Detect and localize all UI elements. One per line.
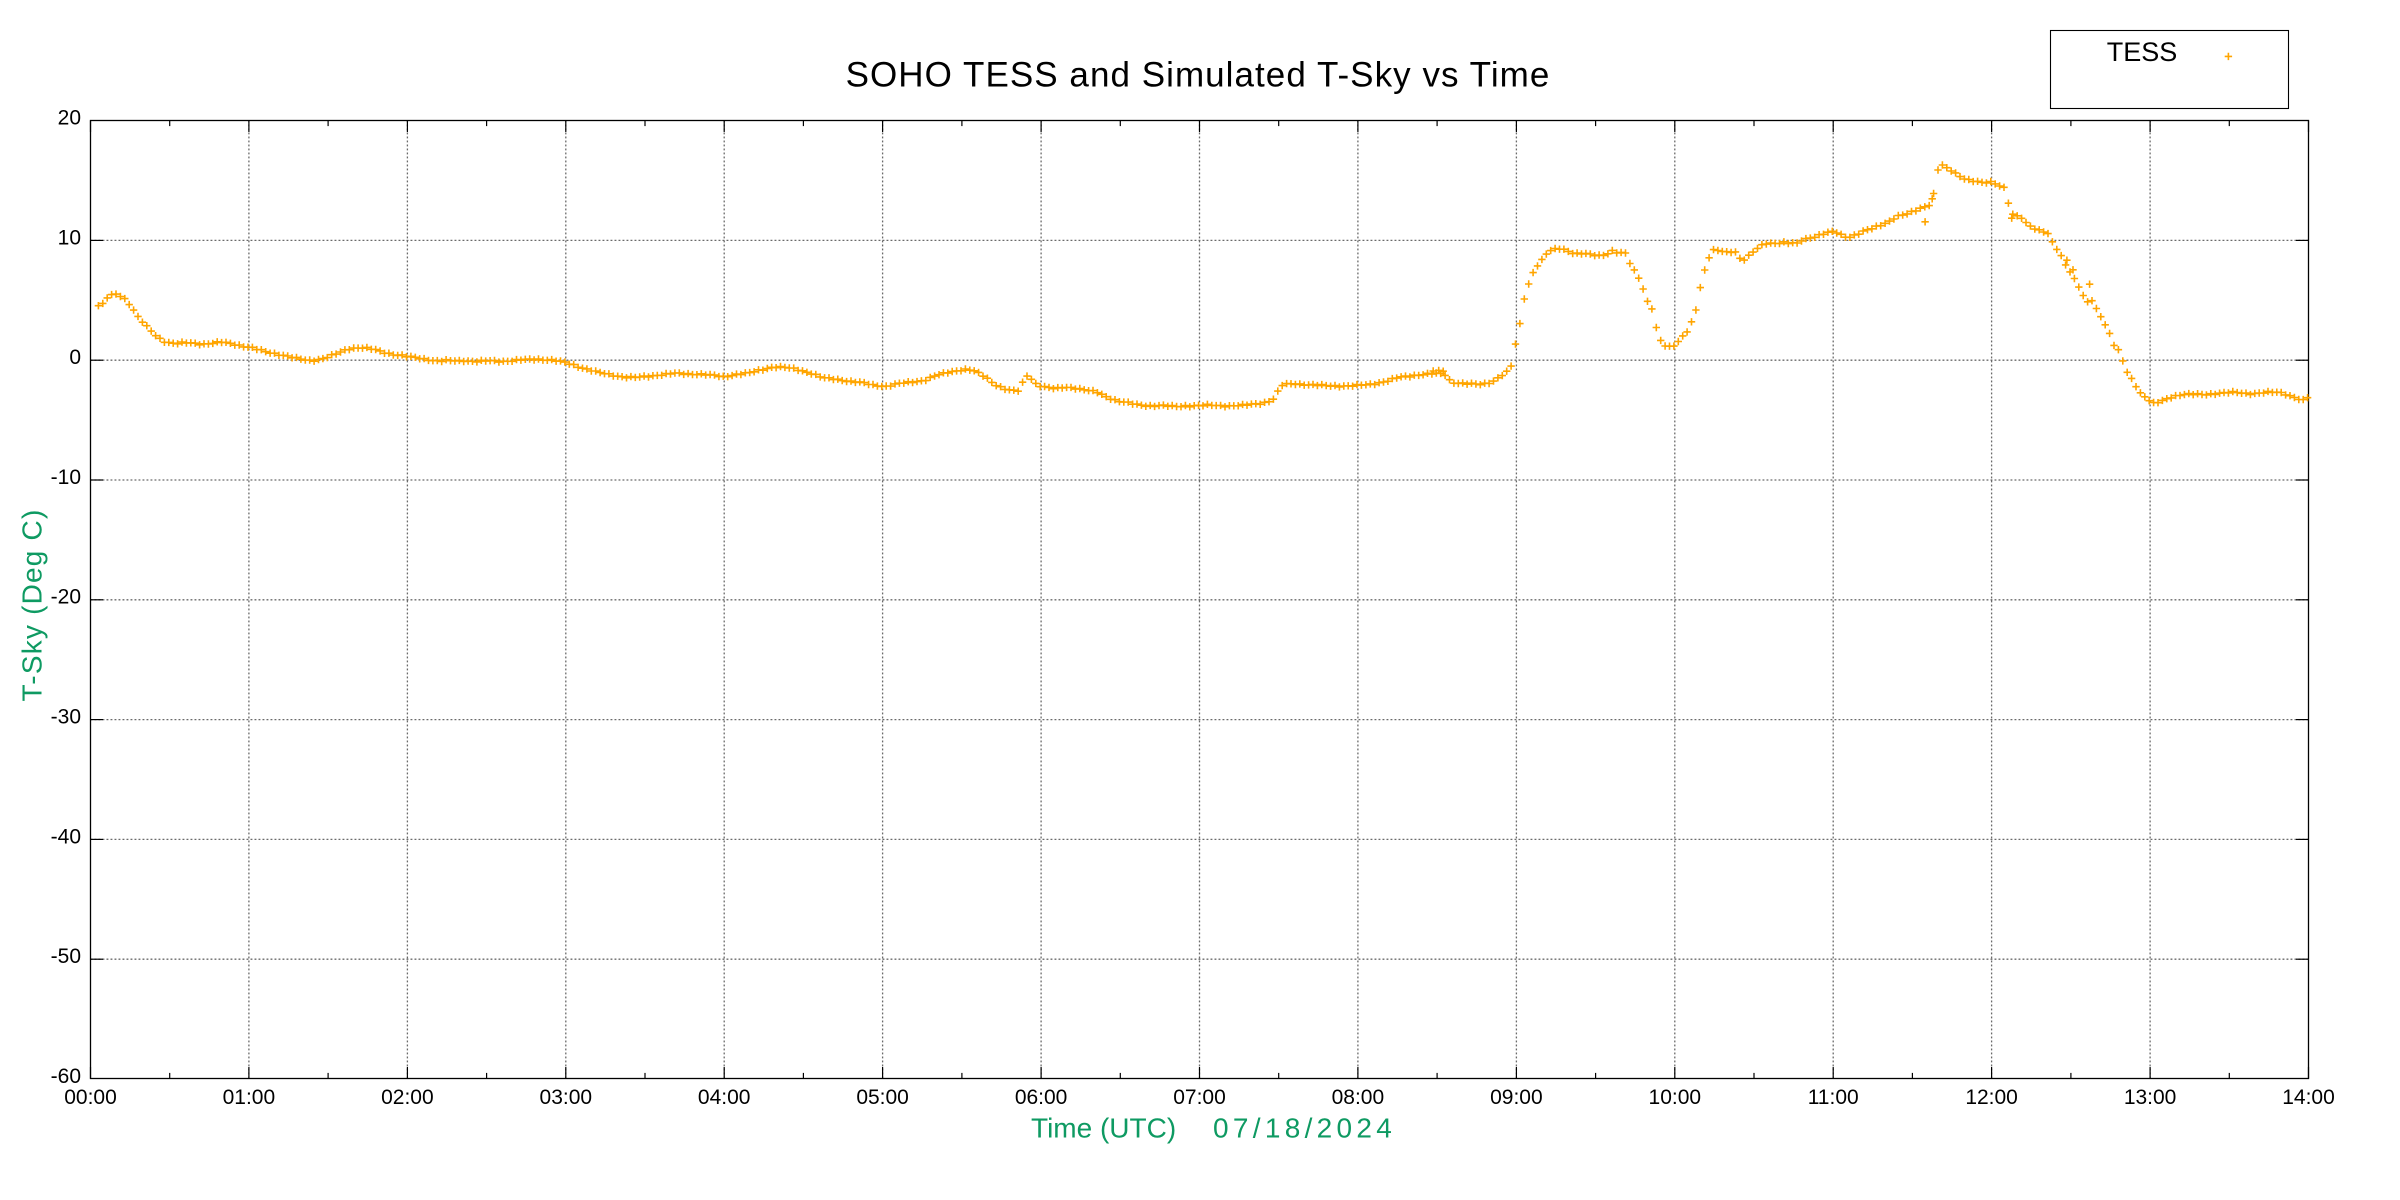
svg-text:10: 10	[58, 226, 81, 249]
svg-text:SOHO TESS and Simulated T-Sky: SOHO TESS and Simulated T-Sky vs Time	[846, 56, 1551, 95]
svg-text:14:00: 14:00	[2282, 1086, 2335, 1109]
svg-text:-40: -40	[51, 825, 81, 848]
svg-text:-30: -30	[51, 706, 81, 729]
svg-text:08:00: 08:00	[1332, 1086, 1385, 1109]
svg-text:05:00: 05:00	[856, 1086, 909, 1109]
svg-text:-50: -50	[51, 945, 81, 968]
svg-text:03:00: 03:00	[540, 1086, 593, 1109]
svg-text:01:00: 01:00	[223, 1086, 276, 1109]
svg-text:11:00: 11:00	[1808, 1086, 1859, 1109]
svg-text:02:00: 02:00	[381, 1086, 434, 1109]
svg-text:12:00: 12:00	[1965, 1086, 2018, 1109]
svg-text:-60: -60	[51, 1065, 81, 1088]
svg-text:07/18/2024: 07/18/2024	[1213, 1113, 1396, 1144]
svg-text:00:00: 00:00	[64, 1086, 117, 1109]
svg-text:06:00: 06:00	[1015, 1086, 1068, 1109]
svg-text:-10: -10	[51, 466, 81, 489]
svg-text:T-Sky (Deg C): T-Sky (Deg C)	[17, 509, 48, 702]
svg-text:10:00: 10:00	[1649, 1086, 1702, 1109]
svg-text:04:00: 04:00	[698, 1086, 751, 1109]
svg-text:TESS: TESS	[2107, 37, 2178, 67]
svg-text:09:00: 09:00	[1490, 1086, 1543, 1109]
svg-text:Time (UTC): Time (UTC)	[1031, 1113, 1176, 1144]
svg-text:13:00: 13:00	[2124, 1086, 2177, 1109]
svg-text:0: 0	[69, 346, 81, 369]
svg-text:07:00: 07:00	[1173, 1086, 1226, 1109]
svg-text:-20: -20	[51, 586, 81, 609]
svg-text:20: 20	[58, 107, 81, 130]
